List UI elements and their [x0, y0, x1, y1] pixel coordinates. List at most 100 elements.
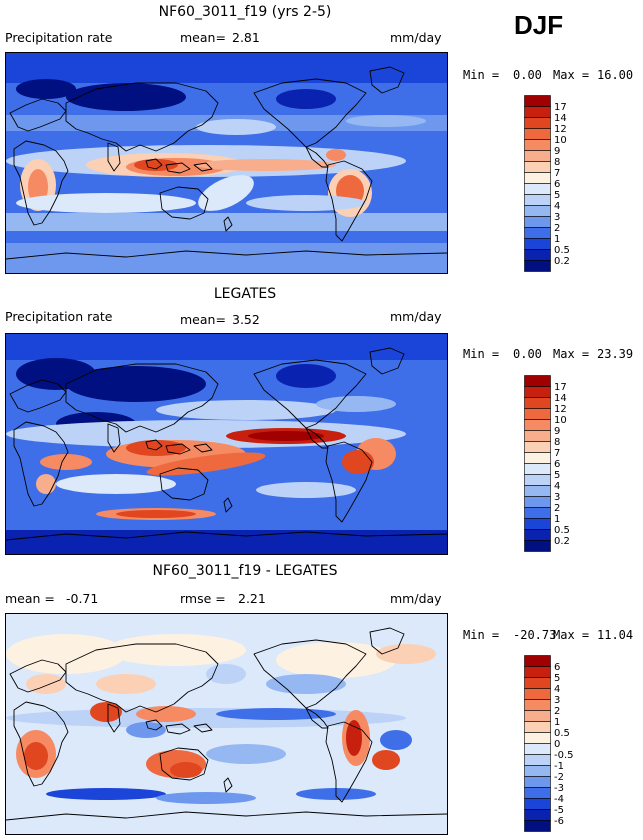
colorbar-swatch — [524, 95, 551, 107]
precip-region — [276, 364, 336, 388]
panel-2-field-label: Precipitation rate — [5, 309, 113, 324]
precip-band — [6, 53, 447, 83]
colorbar-swatch — [524, 117, 551, 129]
colorbar-level-label: 0.5 — [554, 728, 570, 739]
colorbar-level-label: 6 — [554, 179, 560, 190]
colorbar-swatch — [524, 496, 551, 508]
colorbar-level-label: 6 — [554, 662, 560, 673]
colorbar-swatch — [524, 150, 551, 162]
precip-region — [346, 115, 426, 127]
colorbar-level-label: 8 — [554, 437, 560, 448]
precip-region — [206, 744, 286, 764]
colorbar-swatch — [524, 419, 551, 431]
colorbar-level-label: 9 — [554, 426, 560, 437]
precip-region — [40, 454, 92, 470]
panel-1-mean-label: mean= — [180, 30, 226, 45]
colorbar-level-label: 2 — [554, 223, 560, 234]
colorbar-level-label: 1 — [554, 234, 560, 245]
colorbar-level-label: -3 — [554, 783, 564, 794]
precip-region — [24, 742, 48, 770]
colorbar-swatch — [524, 194, 551, 206]
colorbar-swatch — [524, 463, 551, 475]
panel-1-field-label: Precipitation rate — [5, 30, 113, 45]
panel-3-colorbar: 6 5 4 3 2 1 0.5 0 -0.5 -1 -2 -3 -4 -5 -6 — [524, 655, 584, 833]
colorbar-swatch — [524, 666, 551, 678]
colorbar-level-label: 4 — [554, 201, 560, 212]
colorbar-swatch — [524, 128, 551, 140]
precip-band — [6, 814, 447, 834]
colorbar-level-label: 0.2 — [554, 536, 570, 547]
panel-1-title: NF60_3011_f19 (yrs 2-5) — [158, 4, 332, 20]
colorbar-swatch — [524, 397, 551, 409]
panel-2-map — [5, 333, 448, 555]
colorbar-level-label: 17 — [554, 382, 567, 393]
panel-2-mean-value: 3.52 — [232, 312, 260, 327]
colorbar-swatch — [524, 776, 551, 788]
panel-3-min-value: -20.73 — [513, 628, 557, 642]
colorbar-swatch — [524, 408, 551, 420]
panel-2-min-label: Min = — [463, 347, 500, 361]
precip-region — [216, 708, 336, 720]
colorbar-level-label: -0.5 — [554, 750, 574, 761]
colorbar-swatch — [524, 529, 551, 541]
colorbar-swatch — [524, 540, 551, 552]
colorbar-swatch — [524, 260, 551, 272]
precip-region — [316, 396, 396, 412]
panel-1-max-label: Max = — [553, 68, 590, 82]
colorbar-swatch — [524, 452, 551, 464]
precip-region — [248, 431, 324, 441]
colorbar-level-label: 3 — [554, 695, 560, 706]
colorbar-level-label: -4 — [554, 794, 564, 805]
colorbar-level-label: 6 — [554, 459, 560, 470]
precip-region — [346, 720, 362, 756]
coastlines — [6, 627, 447, 821]
precip-region — [276, 642, 396, 678]
colorbar-level-label: 17 — [554, 102, 567, 113]
colorbar-swatch — [524, 732, 551, 744]
colorbar-swatch — [524, 172, 551, 184]
precip-region — [342, 450, 374, 474]
colorbar-level-label: 2 — [554, 503, 560, 514]
precip-region — [126, 722, 166, 738]
precip-region — [96, 674, 156, 694]
colorbar-swatch — [524, 161, 551, 173]
precip-region — [146, 452, 266, 476]
precip-region — [276, 89, 336, 109]
colorbar-swatch — [524, 375, 551, 387]
colorbar-level-label: 14 — [554, 113, 567, 124]
colorbar-level-label: 3 — [554, 492, 560, 503]
precip-region — [380, 730, 412, 750]
colorbar-swatch — [524, 798, 551, 810]
colorbar-level-label: 10 — [554, 135, 567, 146]
colorbar-level-label: 9 — [554, 146, 560, 157]
precip-region — [106, 634, 246, 666]
precip-region — [116, 510, 196, 518]
colorbar-level-label: 7 — [554, 448, 560, 459]
colorbar-swatch — [524, 820, 551, 832]
colorbar-level-label: -2 — [554, 772, 564, 783]
colorbar-level-label: -6 — [554, 816, 564, 827]
precip-region — [372, 750, 400, 770]
panel-3-mean-value: -0.71 — [66, 591, 99, 606]
precip-region — [196, 119, 276, 135]
colorbar-level-label: -5 — [554, 805, 564, 816]
precip-band — [6, 334, 447, 360]
colorbar-level-label: 3 — [554, 212, 560, 223]
panel-2-min-value: 0.00 — [513, 347, 542, 361]
panel-1-mean-value: 2.81 — [232, 30, 260, 45]
precip-region — [326, 149, 346, 161]
colorbar-level-label: 12 — [554, 404, 567, 415]
colorbar-level-label: 8 — [554, 157, 560, 168]
precip-region — [6, 634, 126, 674]
panel-1-min-label: Min = — [463, 68, 500, 82]
panel-3-max-label: Max = — [553, 628, 590, 642]
colorbar-swatch — [524, 227, 551, 239]
colorbar-swatch — [524, 386, 551, 398]
colorbar-swatch — [524, 809, 551, 821]
precip-region — [126, 440, 186, 456]
precip-region — [66, 83, 186, 111]
panel-2-colorbar: 17 14 12 10 9 8 7 6 5 4 3 2 1 0.5 0.2 — [524, 375, 584, 553]
colorbar-level-label: 0.5 — [554, 525, 570, 536]
colorbar-swatch — [524, 754, 551, 766]
colorbar-level-label: 2 — [554, 706, 560, 717]
